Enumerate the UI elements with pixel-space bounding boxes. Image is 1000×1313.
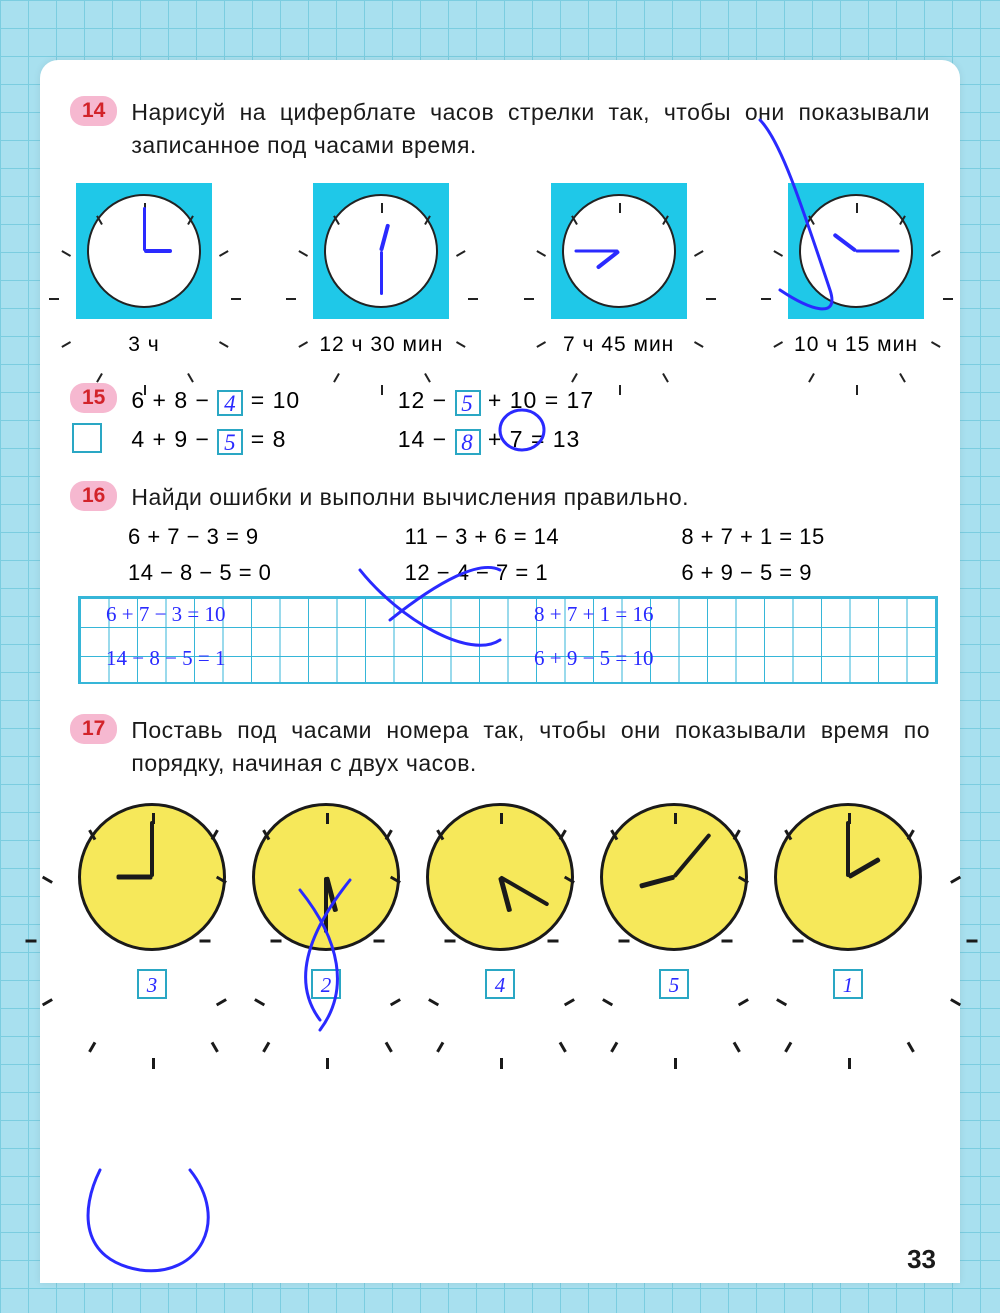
minute-hand (150, 821, 154, 877)
hour-hand (116, 874, 152, 879)
hand-answer: 6 + 9 − 5 = 10 (508, 646, 936, 671)
clock-face (799, 194, 913, 308)
clock-cell: 12 ч 30 мин (313, 183, 449, 357)
problem-17-text: Поставь под часами номера так, чтобы они… (131, 714, 930, 781)
answer-box: 2 (311, 969, 341, 999)
minute-hand (672, 833, 711, 878)
hour-hand (379, 223, 390, 251)
problem-16-text: Найди ошибки и выполни вычисления правил… (131, 481, 930, 514)
hour-hand (639, 874, 675, 888)
clock-cell: 10 ч 15 мин (788, 183, 924, 357)
yellow-clock-face (252, 803, 400, 951)
answer-box: 1 (833, 969, 863, 999)
workbook-page: 14 Нарисуй на циферблате часов стрелки т… (40, 60, 960, 1283)
problem-14: 14 Нарисуй на циферблате часов стрелки т… (70, 96, 930, 357)
clock-cell: 7 ч 45 мин (551, 183, 687, 357)
clock-face (87, 194, 201, 308)
clock-cell: 3 (74, 803, 230, 999)
problem-15-equations: 6 + 8 − 4 = 10 12 − 5 + 10 = 17 4 + 9 − 5 … (131, 387, 594, 455)
problem-15: 15 6 + 8 − 4 = 10 12 − 5 + 10 = 17 4 + 9 −… (70, 383, 930, 455)
answer-box: 3 (137, 969, 167, 999)
problem-15-checkbox (72, 423, 102, 453)
page-number: 33 (907, 1244, 936, 1275)
problem-16-answer-grid: 6 + 7 − 3 = 10 8 + 7 + 1 = 16 14 − 8 − 5… (78, 596, 938, 684)
problem-15-number: 15 (70, 383, 117, 413)
printed-equation: 6 + 9 − 5 = 9 (681, 560, 930, 586)
yellow-clock-face (774, 803, 922, 951)
equation: 12 − 5 + 10 = 17 (398, 387, 594, 416)
yellow-clock-face (600, 803, 748, 951)
hour-hand (144, 249, 172, 253)
equation: 6 + 8 − 4 = 10 (131, 387, 327, 416)
minute-hand (324, 877, 328, 933)
hand-answer: 8 + 7 + 1 = 16 (508, 602, 936, 627)
problem-17-number: 17 (70, 714, 117, 744)
problem-17: 17 Поставь под часами номера так, чтобы … (70, 714, 930, 999)
problem-14-text: Нарисуй на циферблате часов стрелки так,… (131, 96, 930, 163)
answer-box: 4 (217, 390, 243, 416)
problem-17-clocks: 3 2 4 5 1 (74, 803, 926, 999)
problem-16-printed-equations: 6 + 7 − 3 = 9 11 − 3 + 6 = 14 8 + 7 + 1 = … (128, 524, 930, 586)
yellow-clock-face (78, 803, 226, 951)
minute-hand (143, 207, 146, 251)
clock-label: 7 ч 45 мин (551, 333, 687, 357)
printed-equation: 8 + 7 + 1 = 15 (681, 524, 930, 550)
printed-equation: 12 − 4 − 7 = 1 (405, 560, 654, 586)
clock-cell: 1 (770, 803, 926, 999)
clock-label: 12 ч 30 мин (313, 333, 449, 357)
clock-cell: 3 ч (76, 183, 212, 357)
clock-cell: 5 (596, 803, 752, 999)
printed-equation: 14 − 8 − 5 = 0 (128, 560, 377, 586)
answer-box: 5 (659, 969, 689, 999)
clock-face (562, 194, 676, 308)
printed-equation: 11 − 3 + 6 = 14 (405, 524, 654, 550)
printed-equation: 6 + 7 − 3 = 9 (128, 524, 377, 550)
equation: 14 − 8 + 7 = 13 (398, 426, 594, 455)
clock-face (324, 194, 438, 308)
problem-16: 16 Найди ошибки и выполни вычисления пра… (70, 481, 930, 684)
clock-box (551, 183, 687, 319)
clock-cell: 4 (422, 803, 578, 999)
clock-label: 3 ч (76, 333, 212, 357)
clock-box (313, 183, 449, 319)
yellow-clock-face (426, 803, 574, 951)
problem-16-number: 16 (70, 481, 117, 511)
hand-answer: 6 + 7 − 3 = 10 (80, 602, 508, 627)
clock-box (76, 183, 212, 319)
minute-hand (380, 251, 383, 295)
hour-hand (832, 232, 857, 252)
clock-box (788, 183, 924, 319)
hour-hand (847, 857, 881, 879)
problem-14-number: 14 (70, 96, 117, 126)
clock-cell: 2 (248, 803, 404, 999)
answer-box: 4 (485, 969, 515, 999)
answer-box: 8 (455, 429, 481, 455)
problem-14-clocks: 3 ч 12 ч 30 мин 7 ч 45 мин (70, 183, 930, 357)
minute-hand (846, 821, 850, 877)
minute-hand (856, 249, 900, 252)
answer-box: 5 (217, 429, 243, 455)
clock-label: 10 ч 15 мин (788, 333, 924, 357)
answer-box: 5 (455, 390, 481, 416)
hand-answer: 14 − 8 − 5 = 1 (80, 646, 508, 671)
minute-hand (575, 249, 619, 252)
equation: 4 + 9 − 5 = 8 (131, 426, 327, 455)
